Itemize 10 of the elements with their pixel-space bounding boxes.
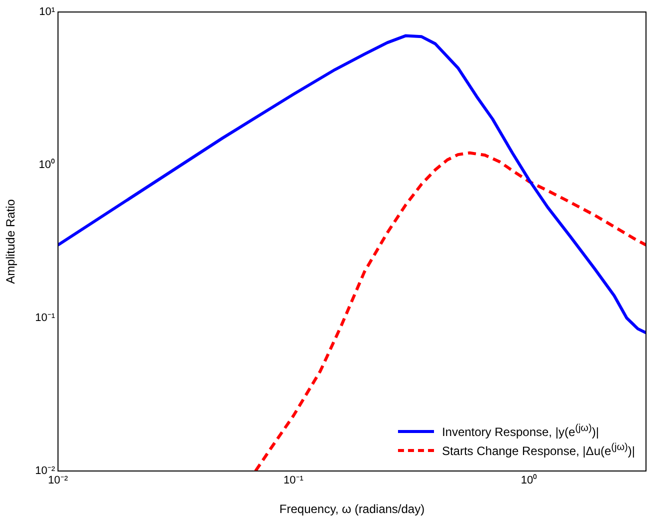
x-tick-label: 10⁻² bbox=[48, 474, 68, 487]
x-tick-label: 10⁰ bbox=[520, 474, 538, 487]
x-tick-label: 10⁻¹ bbox=[284, 474, 304, 487]
x-axis-title: Frequency, ω (radians/day) bbox=[279, 502, 425, 516]
legend-label: Inventory Response, |y(e$^{(jω)}$)| bbox=[442, 423, 599, 439]
legend-label: Starts Change Response, |Δu(e$^{(jω)}$)| bbox=[442, 442, 635, 458]
y-axis-title: Amplitude Ratio bbox=[4, 198, 18, 284]
y-tick-label: 10¹ bbox=[39, 6, 56, 18]
y-tick-label: 10⁰ bbox=[38, 158, 55, 172]
y-tick-label: 10⁻¹ bbox=[35, 312, 56, 324]
